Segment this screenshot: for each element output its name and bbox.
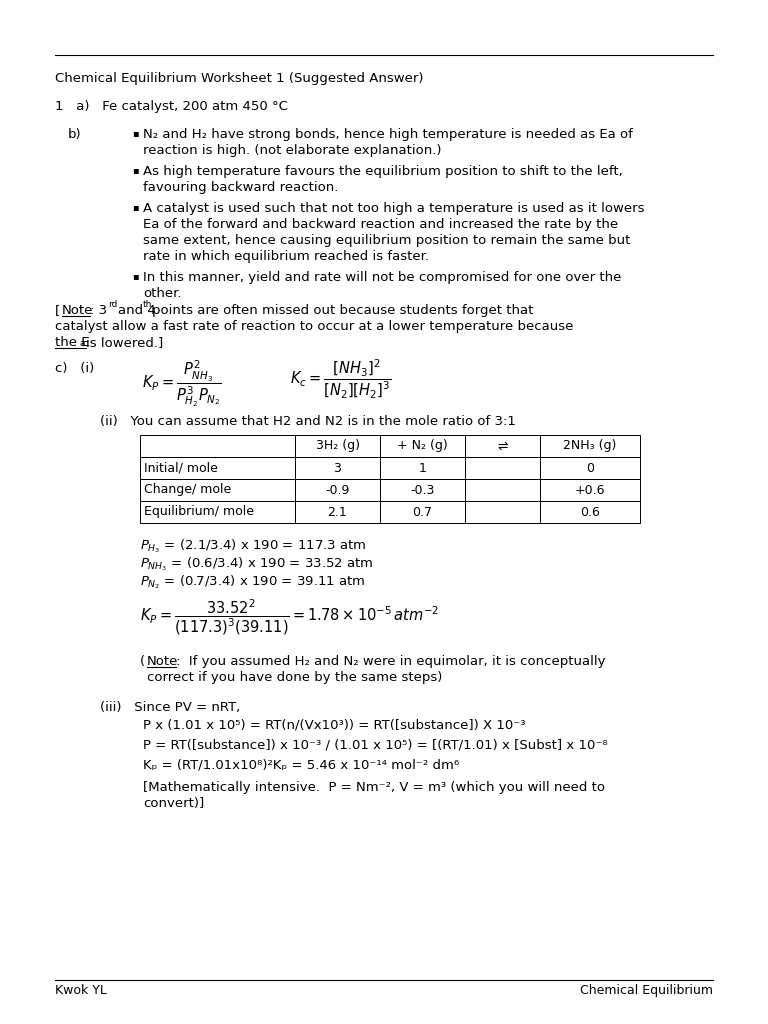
Text: rate in which equilibrium reached is faster.: rate in which equilibrium reached is fas… [143, 250, 429, 263]
Text: (ii)   You can assume that H2 and N2 is in the mole ratio of 3:1: (ii) You can assume that H2 and N2 is in… [100, 415, 516, 428]
Text: +0.6: +0.6 [574, 483, 605, 497]
Text: ▪: ▪ [132, 271, 139, 281]
Text: $P_{H_3}$ = (2.1/3.4) x 190 = 117.3 atm: $P_{H_3}$ = (2.1/3.4) x 190 = 117.3 atm [140, 537, 366, 555]
Text: -0.3: -0.3 [410, 483, 435, 497]
Text: P x (1.01 x 10⁵) = RT(n/(Vx10³)) = RT([substance]) X 10⁻³: P x (1.01 x 10⁵) = RT(n/(Vx10³)) = RT([s… [143, 719, 525, 732]
Text: a: a [80, 339, 85, 348]
Text: :  If you assumed H₂ and N₂ were in equimolar, it is conceptually: : If you assumed H₂ and N₂ were in equim… [176, 655, 605, 668]
Bar [540, 457, 640, 479]
Text: b): b) [68, 128, 81, 141]
Text: and 4: and 4 [118, 304, 156, 317]
Text: : 3: : 3 [90, 304, 107, 317]
Bar [295, 479, 380, 501]
Text: 0.6: 0.6 [580, 506, 600, 518]
Text: Initial/ mole: Initial/ mole [144, 462, 218, 474]
Bar [465, 479, 540, 501]
Text: reaction is high. (not elaborate explanation.): reaction is high. (not elaborate explana… [143, 144, 442, 157]
Text: other.: other. [143, 287, 181, 300]
Text: $K_c = \dfrac{[NH_3]^{2}}{[N_2][H_2]^{3}}$: $K_c = \dfrac{[NH_3]^{2}}{[N_2][H_2]^{3}… [290, 358, 392, 401]
Text: same extent, hence causing equilibrium position to remain the same but: same extent, hence causing equilibrium p… [143, 234, 631, 247]
Text: convert)]: convert)] [143, 797, 204, 810]
Bar [380, 457, 465, 479]
Text: $K_P = \dfrac{33.52^2}{(117.3)^3(39.11)} = 1.78\times10^{-5}\,atm^{-2}$: $K_P = \dfrac{33.52^2}{(117.3)^3(39.11)}… [140, 597, 439, 637]
Bar [380, 435, 465, 457]
Bar [295, 501, 380, 523]
Text: [: [ [55, 304, 60, 317]
Text: (: ( [140, 655, 145, 668]
Bar [540, 435, 640, 457]
Text: ⇌: ⇌ [497, 439, 508, 453]
Text: Chemical Equilibrium: Chemical Equilibrium [580, 984, 713, 997]
Text: 2NH₃ (g): 2NH₃ (g) [563, 439, 617, 453]
Bar [140, 479, 295, 501]
Text: Note: Note [147, 655, 178, 668]
Text: As high temperature favours the equilibrium position to shift to the left,: As high temperature favours the equilibr… [143, 165, 623, 178]
Text: -0.9: -0.9 [326, 483, 349, 497]
Text: ▪: ▪ [132, 165, 139, 175]
Bar [295, 457, 380, 479]
Text: (iii)   Since PV = nRT,: (iii) Since PV = nRT, [100, 701, 240, 714]
Text: $K_P = \dfrac{P^{2}_{NH_3}}{P^{3}_{H_2}P_{N_2}}$: $K_P = \dfrac{P^{2}_{NH_3}}{P^{3}_{H_2}P… [142, 358, 222, 409]
Text: 1   a)   Fe catalyst, 200 atm 450 °C: 1 a) Fe catalyst, 200 atm 450 °C [55, 100, 288, 113]
Text: 2.1: 2.1 [328, 506, 347, 518]
Text: catalyst allow a fast rate of reaction to occur at a lower temperature because: catalyst allow a fast rate of reaction t… [55, 319, 574, 333]
Text: P = RT([substance]) x 10⁻³ / (1.01 x 10⁵) = [(RT/1.01) x [Subst] x 10⁻⁸: P = RT([substance]) x 10⁻³ / (1.01 x 10⁵… [143, 739, 607, 752]
Text: 3H₂ (g): 3H₂ (g) [316, 439, 359, 453]
Bar [540, 479, 640, 501]
Bar [465, 501, 540, 523]
Text: rd: rd [108, 300, 118, 309]
Text: A catalyst is used such that not too high a temperature is used as it lowers: A catalyst is used such that not too hig… [143, 202, 644, 215]
Text: [Mathematically intensive.  P = Nm⁻², V = m³ (which you will need to: [Mathematically intensive. P = Nm⁻², V =… [143, 781, 605, 794]
Bar [140, 457, 295, 479]
Bar [380, 501, 465, 523]
Bar [140, 435, 295, 457]
Text: 0.7: 0.7 [412, 506, 432, 518]
Text: correct if you have done by the same steps): correct if you have done by the same ste… [147, 671, 442, 684]
Text: Equilibrium/ mole: Equilibrium/ mole [144, 506, 254, 518]
Text: the E: the E [55, 336, 90, 349]
Text: + N₂ (g): + N₂ (g) [397, 439, 448, 453]
Text: 0: 0 [586, 462, 594, 474]
Bar [380, 479, 465, 501]
Text: Kₚ = (RT/1.01x10⁸)²Kₚ = 5.46 x 10⁻¹⁴ mol⁻² dm⁶: Kₚ = (RT/1.01x10⁸)²Kₚ = 5.46 x 10⁻¹⁴ mol… [143, 759, 459, 772]
Bar [540, 501, 640, 523]
Text: favouring backward reaction.: favouring backward reaction. [143, 181, 339, 194]
Text: 1: 1 [419, 462, 426, 474]
Bar [465, 435, 540, 457]
Text: points are often missed out because students forget that: points are often missed out because stud… [152, 304, 533, 317]
Text: Kwok YL: Kwok YL [55, 984, 107, 997]
Text: Ea of the forward and backward reaction and increased the rate by the: Ea of the forward and backward reaction … [143, 218, 618, 231]
Bar [465, 457, 540, 479]
Text: N₂ and H₂ have strong bonds, hence high temperature is needed as Ea of: N₂ and H₂ have strong bonds, hence high … [143, 128, 633, 141]
Text: In this manner, yield and rate will not be compromised for one over the: In this manner, yield and rate will not … [143, 271, 621, 284]
Bar [295, 435, 380, 457]
Text: is lowered.]: is lowered.] [86, 336, 164, 349]
Text: $P_{NH_3}$ = (0.6/3.4) x 190 = 33.52 atm: $P_{NH_3}$ = (0.6/3.4) x 190 = 33.52 atm [140, 555, 373, 572]
Text: c)   (i): c) (i) [55, 362, 94, 375]
Bar [140, 501, 295, 523]
Text: 3: 3 [333, 462, 342, 474]
Text: ▪: ▪ [132, 128, 139, 138]
Text: th: th [143, 300, 152, 309]
Text: Chemical Equilibrium Worksheet 1 (Suggested Answer): Chemical Equilibrium Worksheet 1 (Sugges… [55, 72, 423, 85]
Text: ▪: ▪ [132, 202, 139, 212]
Text: Change/ mole: Change/ mole [144, 483, 231, 497]
Text: $P_{N_2}$ = (0.7/3.4) x 190 = 39.11 atm: $P_{N_2}$ = (0.7/3.4) x 190 = 39.11 atm [140, 573, 366, 591]
Text: Note: Note [62, 304, 94, 317]
